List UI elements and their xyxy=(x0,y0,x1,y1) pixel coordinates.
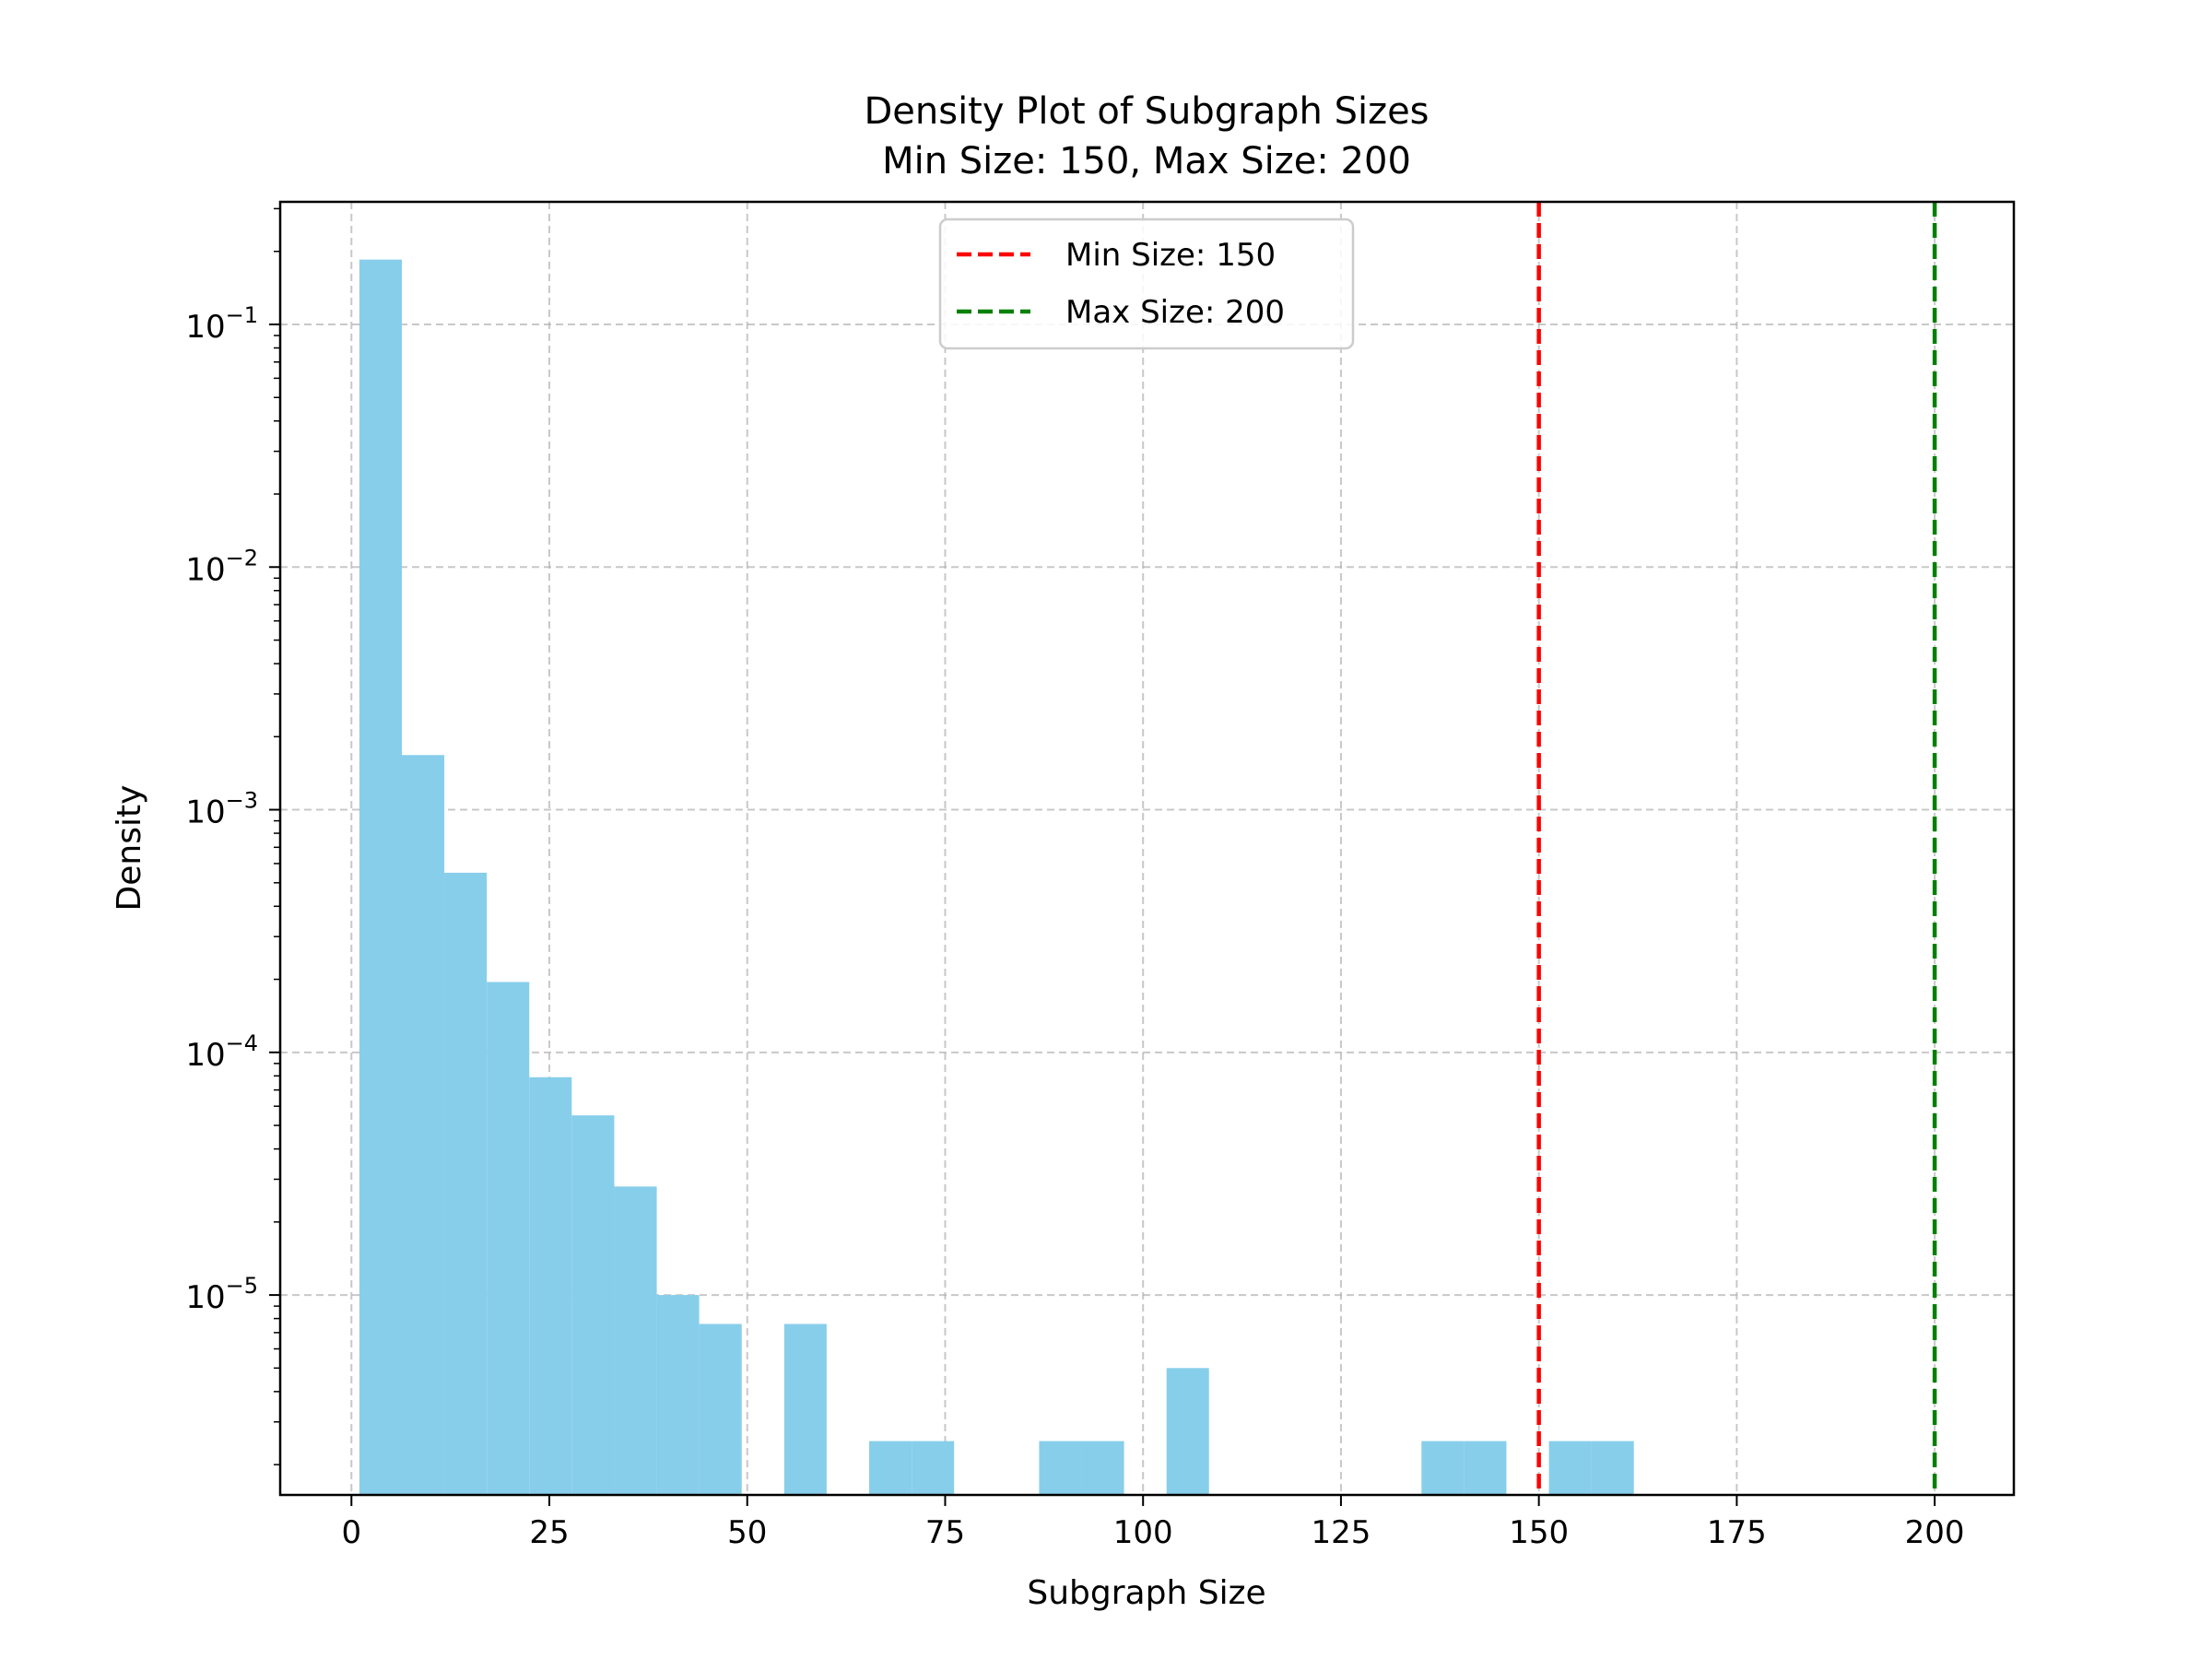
histogram-bar xyxy=(656,1295,700,1495)
plot-frame xyxy=(278,200,2016,1497)
x-axis-label: Subgraph Size xyxy=(1027,1574,1265,1612)
x-tick-label: 25 xyxy=(529,1514,569,1551)
histogram-bar xyxy=(1081,1441,1124,1495)
histogram-bar xyxy=(487,982,530,1495)
y-tick-label: 10−4 xyxy=(185,1030,258,1074)
x-tick-label: 175 xyxy=(1707,1514,1767,1551)
histogram-bar xyxy=(1548,1441,1592,1495)
y-tick-label: 10−5 xyxy=(185,1273,258,1316)
y-tick-label: 10−3 xyxy=(185,788,258,831)
legend: Min Size: 150 Max Size: 200 xyxy=(938,218,1355,350)
grid-lines xyxy=(280,202,2014,1495)
chart-title: Density Plot of Subgraph Sizes xyxy=(864,90,1429,133)
histogram-bar xyxy=(359,259,403,1496)
histogram-bar xyxy=(1421,1441,1465,1495)
reference-lines xyxy=(1536,202,1937,1495)
histogram-bar xyxy=(1166,1368,1209,1495)
x-tick-label: 50 xyxy=(727,1514,767,1551)
histogram-bar xyxy=(571,1115,615,1495)
x-axis-ticks: 0 25 50 75 100 125 150 175 200 xyxy=(341,1495,1965,1551)
x-tick-label: 0 xyxy=(341,1514,361,1551)
x-tick-label: 100 xyxy=(1113,1514,1173,1551)
histogram-bar xyxy=(529,1077,572,1495)
histogram-bar xyxy=(614,1186,657,1495)
x-tick-label: 200 xyxy=(1905,1514,1965,1551)
histogram-bar xyxy=(402,755,445,1495)
chart-subtitle: Min Size: 150, Max Size: 200 xyxy=(882,140,1411,182)
histogram-bar xyxy=(912,1441,955,1495)
x-tick-label: 150 xyxy=(1509,1514,1569,1551)
histogram-bar xyxy=(1464,1441,1507,1495)
legend-label-max-size: Max Size: 200 xyxy=(1065,294,1285,331)
histogram-bar xyxy=(1039,1441,1082,1495)
y-axis-label: Density xyxy=(111,785,148,912)
histogram-bar xyxy=(1591,1441,1634,1495)
histogram-bar xyxy=(444,872,488,1495)
y-axis-ticks: 10−1 10−2 10−3 10−4 10−5 xyxy=(185,207,280,1465)
legend-box xyxy=(938,218,1355,350)
histogram-bar xyxy=(699,1324,742,1495)
legend-label-min-size: Min Size: 150 xyxy=(1065,237,1276,274)
y-tick-label: 10−1 xyxy=(185,302,258,346)
x-tick-label: 125 xyxy=(1311,1514,1371,1551)
histogram-bars xyxy=(359,259,1634,1496)
x-tick-label: 75 xyxy=(925,1514,965,1551)
histogram-bar xyxy=(869,1441,912,1495)
histogram-bar xyxy=(783,1324,827,1495)
y-tick-label: 10−2 xyxy=(185,545,258,588)
